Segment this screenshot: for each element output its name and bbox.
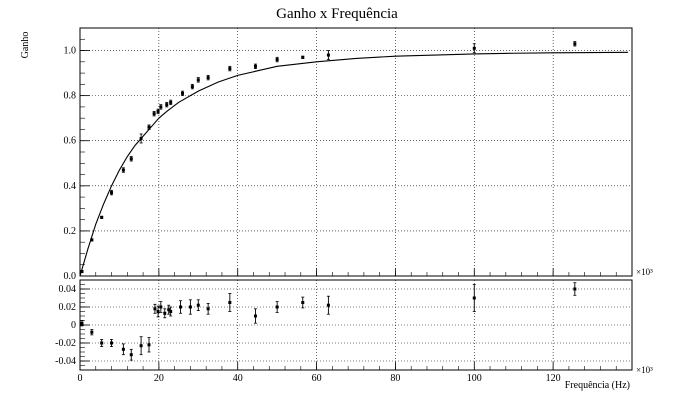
residual-point-0 [80,321,84,325]
gain-point-13 [181,91,185,95]
residual-xtick-label-1: 20 [154,373,164,384]
y-axis-label: Ganho [20,32,31,59]
gain-point-8 [152,112,156,116]
residual-ytick-label-0: -0.04 [55,356,76,367]
residual-point-17 [206,307,210,311]
gain-ytick-label-2: 0.4 [64,181,77,192]
residual-point-7 [147,343,151,347]
residual-ytick-label-3: 0.02 [59,302,77,313]
residual-point-3 [110,341,114,345]
gain-point-0 [80,269,84,273]
residual-point-13 [169,310,173,313]
residual-xtick-label-0: 0 [78,373,83,384]
residual-xtick-label-2: 40 [233,373,243,384]
residual-point-12 [167,308,171,312]
gain-point-9 [156,109,160,113]
gain-point-18 [253,64,257,68]
residual-point-9 [156,310,160,313]
gain-point-14 [190,85,194,89]
gain-point-12 [169,100,173,104]
residual-point-11 [163,311,167,315]
residual-point-8 [153,307,157,311]
gain-point-11 [165,103,169,107]
gain-ytick-label-1: 0.2 [64,226,77,237]
gain-point-22 [472,46,476,50]
gain-point-4 [121,168,125,172]
gain-point-1 [90,238,94,242]
residual-point-23 [472,296,476,300]
residual-point-21 [301,301,305,304]
residual-point-1 [90,330,94,334]
gain-point-19 [275,58,279,62]
residual-ytick-label-2: 0 [71,320,76,331]
gain-point-17 [228,67,232,71]
gain-ytick-label-0: 0.0 [64,271,77,282]
residual-point-16 [196,303,200,307]
top-multiplier-label: ×10³ [636,267,653,277]
residual-point-24 [573,287,577,291]
gain-frame [79,27,633,277]
residual-ytick-label-4: 0.04 [59,284,77,295]
residual-point-6 [139,344,143,348]
gain-point-23 [573,42,577,46]
residual-point-14 [179,305,183,309]
gain-point-16 [206,76,210,80]
residual-point-20 [275,305,279,309]
residual-xtick-label-4: 80 [390,373,400,384]
residual-point-4 [121,347,125,351]
residual-point-10 [159,305,163,309]
bottom-multiplier-label: ×10³ [636,365,653,375]
x-axis-label: Frequência (Hz) [565,380,630,391]
gain-ytick-label-4: 0.8 [64,91,77,102]
residual-point-19 [253,314,257,318]
gain-point-7 [147,125,151,129]
chart-title: Ganho x Frequência [276,6,398,22]
residual-point-15 [188,305,192,309]
residual-ytick-label-1: -0.02 [55,338,76,349]
gain-point-20 [301,55,305,59]
gain-point-3 [110,191,114,195]
residual-xtick-label-5: 100 [467,373,482,384]
residual-point-2 [100,341,104,345]
residual-point-18 [228,301,232,304]
gain-point-10 [159,105,163,109]
gain-point-15 [196,78,200,82]
residual-xtick-label-3: 60 [312,373,322,384]
residual-point-5 [129,353,133,357]
gain-point-21 [326,53,330,57]
gain-ytick-label-3: 0.6 [64,136,77,147]
residual-xtick-label-6: 120 [546,373,561,384]
gain-ytick-label-5: 1.0 [64,46,77,57]
gain-point-5 [129,157,133,161]
gain-fit-curve [79,51,629,277]
gain-point-2 [100,215,104,219]
residual-point-22 [326,303,330,307]
